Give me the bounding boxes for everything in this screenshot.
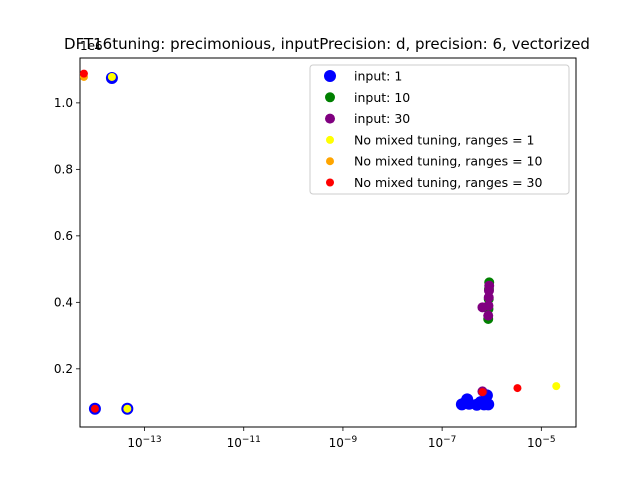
legend-box: [309, 64, 570, 195]
x-tick-label: 10−7: [428, 435, 457, 450]
legend-marker: [325, 113, 335, 124]
data-point: [513, 384, 522, 393]
data-point: [482, 398, 495, 411]
data-point: [552, 382, 561, 391]
chart-title: DFT16tuning: precimonious, inputPrecisio…: [64, 35, 590, 53]
legend-label: No mixed tuning, ranges = 1: [354, 132, 535, 147]
x-tick-label: 10−13: [127, 435, 161, 450]
legend-marker: [326, 135, 334, 144]
y-offset-label: 1e6: [80, 39, 103, 53]
data-point: [107, 72, 116, 81]
y-axis: 0.2 0.4 0.6 0.8 1.0: [54, 96, 80, 376]
y-tick-label: 0.4: [54, 295, 73, 309]
legend-marker: [324, 70, 336, 82]
legend: input: 1 input: 10 input: 30 No mixed tunin…: [309, 64, 570, 195]
legend-label: input: 1: [354, 69, 402, 84]
data-point: [478, 388, 487, 397]
y-tick-label: 1.0: [54, 96, 73, 110]
data-point: [79, 69, 88, 78]
y-tick-label: 0.8: [54, 162, 73, 176]
legend-label: No mixed tuning, ranges = 30: [354, 175, 542, 190]
x-tick-label: 10−5: [527, 435, 556, 450]
y-tick-label: 0.2: [54, 362, 73, 376]
data-points: [79, 69, 561, 415]
legend-marker: [326, 178, 334, 187]
x-tick-label: 10−11: [227, 435, 261, 450]
data-point: [483, 300, 494, 311]
data-point: [90, 404, 99, 413]
y-tick-label: 0.6: [54, 229, 73, 243]
legend-marker: [326, 157, 334, 166]
legend-marker: [325, 92, 335, 103]
legend-label: input: 10: [354, 90, 410, 105]
data-point: [483, 310, 494, 321]
data-point: [123, 404, 132, 413]
legend-label: No mixed tuning, ranges = 10: [354, 154, 542, 169]
x-tick-label: 10−9: [329, 435, 358, 450]
data-point: [484, 280, 495, 291]
x-axis: 10−13 10−11 10−9 10−7 10−5: [127, 427, 556, 450]
legend-label: input: 30: [354, 111, 410, 126]
